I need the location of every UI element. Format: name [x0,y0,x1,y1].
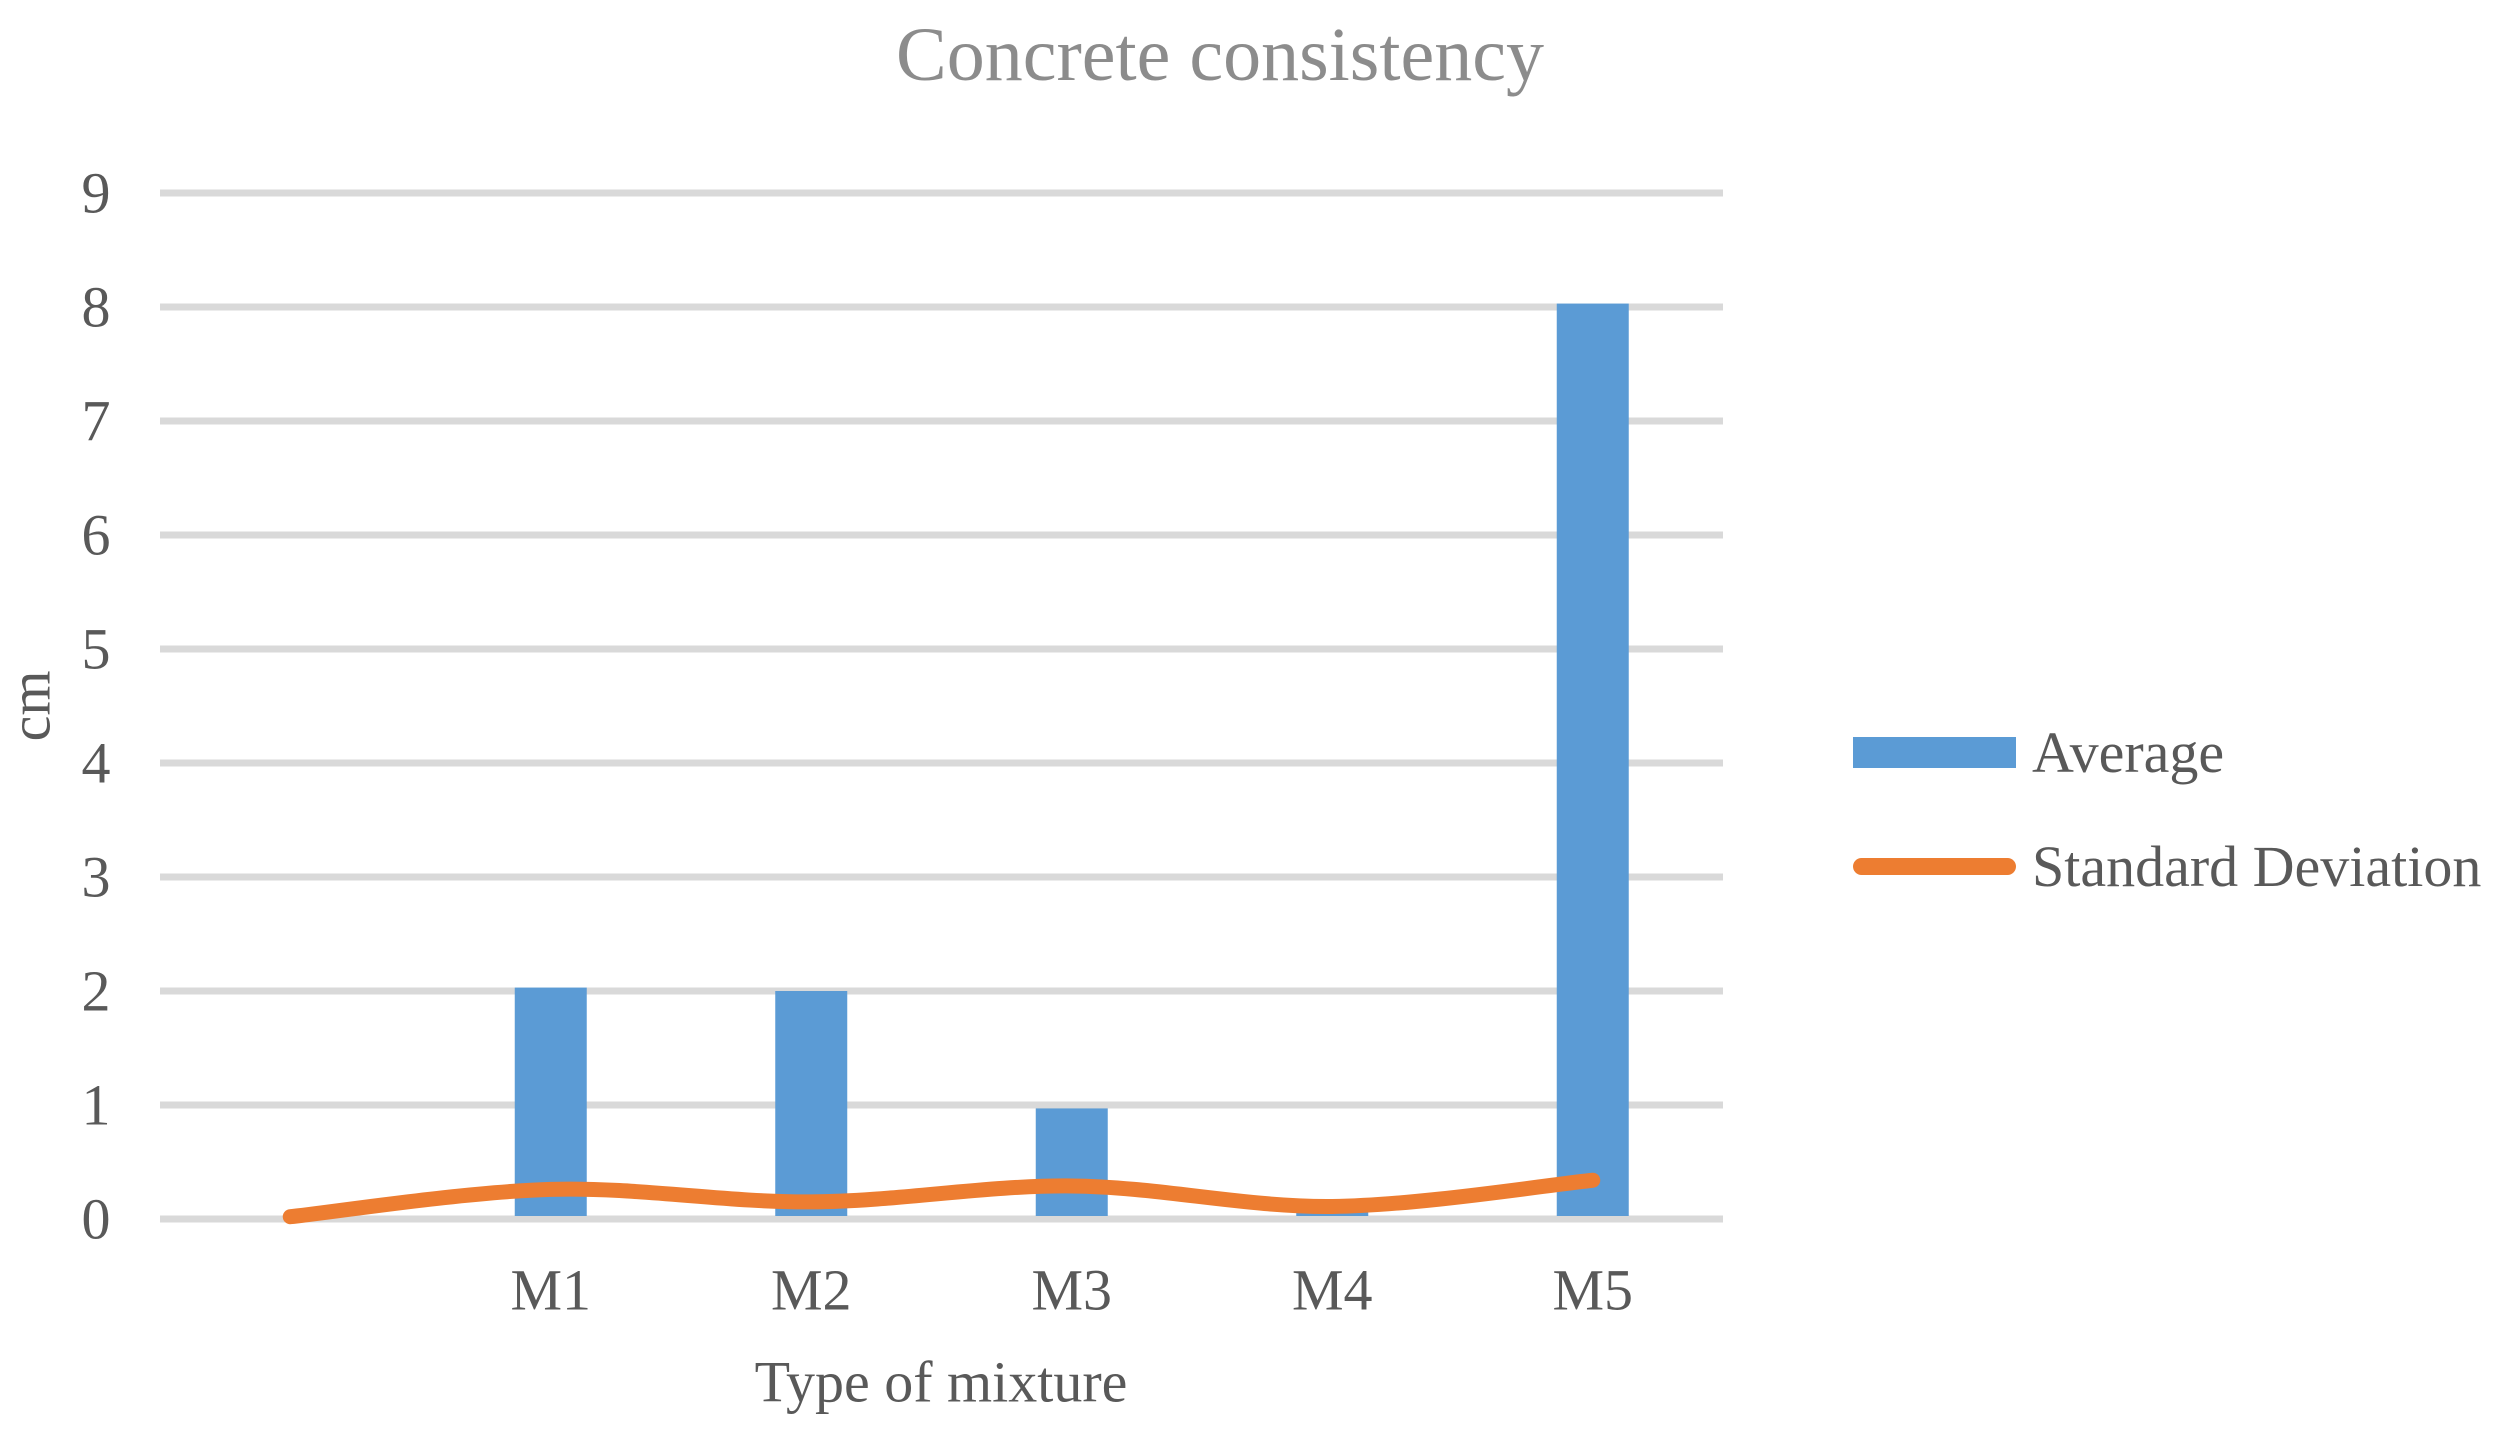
legend-item-average: Average [1853,718,2224,786]
legend-swatch-standard-deviation [1853,857,2016,875]
standard-deviation-line [282,1172,1601,1225]
bar-M3 [1035,1108,1108,1216]
x-axis-title: Type of mixture [754,1349,1128,1415]
bar-M5 [1556,303,1629,1217]
legend-swatch-average [1853,736,2016,768]
category-label-M4: M4 [1292,1258,1373,1323]
legend-label-average: Average [2032,719,2225,785]
category-label-M2: M2 [771,1258,852,1323]
bar-M1 [514,987,587,1216]
category-label-M3: M3 [1031,1258,1112,1323]
category-label-M5: M5 [1552,1258,1633,1323]
y-axis-title: cm [0,670,63,742]
y-tick-label-6: 6 [82,503,111,568]
chart-title: Concrete consistency [896,13,1544,97]
y-tick-label-2: 2 [82,959,111,1024]
y-tick-label-1: 1 [82,1073,111,1138]
y-tick-label-0: 0 [82,1187,111,1252]
y-tick-label-3: 3 [82,845,111,910]
bar-M2 [775,991,848,1216]
y-tick-label-4: 4 [82,731,111,796]
legend-label-standard-deviation: Standard Deviation [2032,833,2482,899]
y-tick-label-7: 7 [82,389,111,454]
legend-item-standard-deviation: Standard Deviation [1853,832,2481,900]
y-tick-label-5: 5 [82,617,111,682]
category-label-M1: M1 [510,1258,591,1323]
y-tick-label-8: 8 [82,275,111,340]
y-tick-label-9: 9 [82,161,111,226]
